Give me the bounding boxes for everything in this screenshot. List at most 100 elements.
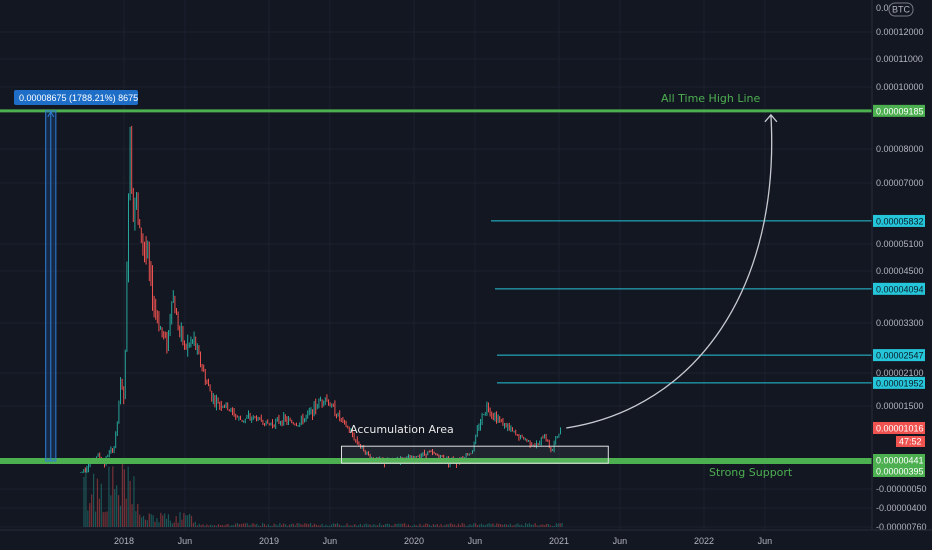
projection-arrow-head [764,113,778,123]
volume-bar [306,523,308,527]
volume-bar [534,523,536,527]
volume-bar [381,525,383,527]
volume-bar [215,525,218,527]
volume-bar [363,524,365,527]
volume-bar [557,523,559,527]
volume-bar [409,525,411,527]
price-tick-label: 0.00008000 [876,144,924,154]
volume-bar [453,524,456,527]
volume-bar [336,523,339,527]
volume-bar [419,523,421,527]
volume-bar [444,524,446,527]
volume-bar [498,523,500,527]
volume-bar [473,523,475,527]
time-tick-label: Jun [613,536,628,546]
volume-bar [175,516,177,527]
volume-bar [452,524,454,527]
time-axis[interactable] [0,530,932,550]
price-level-tag-bg [873,376,925,389]
price-series [80,125,561,474]
volume-bar [200,525,202,527]
volume-bar [440,523,442,527]
volume-bar [442,525,444,527]
price-level-tag-bg [873,214,925,227]
price-level-tag-text: 0.00005832 [876,216,924,226]
price-tick-label: 0.00003300 [876,318,924,328]
volume-bar [509,523,511,527]
price-level-tag-text: 0.00000441 [876,456,924,466]
price-tick-label: 0.00011000 [876,54,923,64]
price-tick-label: 0.00005100 [876,239,924,249]
volume-bar [102,512,104,527]
volume-bar [87,510,89,527]
volume-bar [154,521,156,527]
volume-bar [89,503,91,527]
volume-bar [517,523,519,527]
price-level-tag-text: 0.00002547 [876,351,924,361]
volume-bar [265,525,267,527]
volume-bar [398,523,400,527]
volume-bar [261,523,264,527]
volume-bar [260,525,262,527]
volume-bar [208,525,210,527]
volume-bar [417,525,419,527]
volume-bar [139,514,141,527]
measure-label-box[interactable]: 0.00008675 (1788.21%) 8675 [14,90,138,105]
volume-bar [471,525,473,527]
volume-bar [396,523,398,527]
time-tick-label: 2021 [549,536,569,546]
price-tick-label: 0.00007000 [876,178,924,188]
volume-bar [436,523,438,527]
volume-bar [325,524,327,527]
volume-bar [167,514,170,527]
volume-bar [379,523,381,527]
volume-bar [350,525,352,527]
volume-bar [402,523,404,527]
volume-bar [501,524,504,527]
price-tick-label: 0.00004500 [876,266,924,276]
volume-bar [269,525,271,527]
volume-bar [344,525,346,527]
volume-bar [427,523,429,527]
volume-bar [123,469,125,527]
volume-bar [273,523,275,527]
measure-label: 0.00008675 (1788.21%) 8675 [19,93,138,103]
volume-bar [315,524,317,527]
volume-bar [292,523,294,527]
volume-bar [192,522,195,527]
volume-bar [114,489,116,527]
volume-bar [206,524,208,527]
volume-bar [277,525,279,527]
price-axis[interactable] [872,0,932,530]
time-tick-label: Jun [468,536,483,546]
volume-bar [165,518,168,527]
volume-bar [423,524,425,527]
volume-bar [244,523,246,527]
volume-bars [83,463,563,527]
currency-label: BTC [892,5,911,15]
volume-bar [361,525,363,527]
volume-bar [434,524,436,527]
volume-bar [235,523,237,527]
volume-bar [546,523,548,527]
time-tick-label: Jun [178,536,193,546]
volume-bar [152,515,154,527]
volume-bar [405,525,408,527]
volume-bar [254,524,256,527]
price-tick-label: 0.00010000 [876,82,924,92]
volume-bar [492,523,494,527]
volume-bar [187,515,189,527]
countdown-label: 47:52 [899,437,922,447]
price-level-tag: 0.00001952 [873,376,925,389]
volume-bar [446,524,448,527]
price-level-tag-bg [873,282,925,295]
volume-bar [317,525,319,527]
currency-badge[interactable]: BTC [888,2,914,17]
volume-bar [169,520,171,527]
volume-bar [227,523,229,527]
volume-bar [148,513,150,527]
volume-bar [338,524,340,527]
measure-arrow-head [47,110,55,118]
volume-bar [285,524,287,527]
